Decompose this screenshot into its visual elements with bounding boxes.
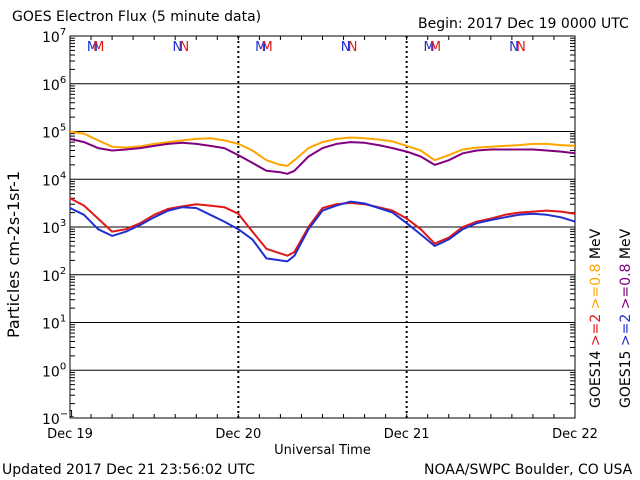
y-tick-label: 102 [42,266,66,285]
satellite-marker: M [255,40,266,55]
x-tick-label: Dec 22 [552,427,598,442]
y-tick-label: 104 [42,170,66,189]
y-tick-exponent: 7 [60,27,66,38]
footer-updated: Updated 2017 Dec 21 23:56:02 UTC [2,462,256,478]
footer-credit: NOAA/SWPC Boulder, CO USA [424,462,633,478]
y-tick-label: 103 [42,218,66,237]
satellite-marker: M [93,40,104,55]
series-line [69,197,576,257]
satellite-marker: N [516,40,526,55]
y-tick-exponent: 3 [60,218,66,229]
legend-entry: GOES15 [618,346,634,408]
y-tick-label: 10−1 [42,409,75,428]
legend-entry: >=0.8 [618,259,634,309]
series-line [69,137,576,175]
satellite-marker: N [509,40,519,55]
series-line [69,130,576,167]
begin-time: Begin: 2017 Dec 19 0000 UTC [418,16,629,32]
satellite-marker: N [348,40,358,55]
satellite-marker: M [261,40,272,55]
satellite-marker: N [341,40,351,55]
y-tick-exponent: 1 [60,314,66,325]
y-tick-exponent: 4 [60,170,66,181]
x-axis-label: Universal Time [274,443,371,458]
x-tick-label: Dec 20 [215,427,261,442]
legend-entry: >=2 [618,309,634,346]
legend-goes14: GOES14 >=2 >=0.8 MeV [588,228,604,408]
y-tick-label: 106 [42,75,66,94]
chart-title: GOES Electron Flux (5 minute data) [12,9,262,25]
y-tick-exponent: 5 [60,123,66,134]
series-line [69,200,576,263]
legend-entry: MeV [618,228,634,259]
y-tick-label: 107 [42,27,66,46]
satellite-marker: M [87,40,98,55]
satellite-marker: M [430,40,441,55]
y-tick-exponent: −1 [60,409,75,420]
y-tick-label: 105 [42,123,66,142]
legend-goes15: GOES15 >=2 >=0.8 MeV [618,228,634,408]
legend-entry: >=2 [588,309,604,346]
y-axis-label: Particles cm-2s-1sr-1 [4,170,23,338]
satellite-marker: N [179,40,189,55]
y-tick-exponent: 0 [60,361,66,372]
y-tick-exponent: 6 [60,75,66,86]
x-tick-label: Dec 19 [47,427,93,442]
y-tick-label: 101 [42,314,66,333]
y-tick-label: 100 [42,361,66,380]
legend-entry: MeV [588,228,604,259]
legend-entry: >=0.8 [588,259,604,309]
legend-entry: GOES14 [588,346,604,408]
x-tick-label: Dec 21 [384,427,430,442]
y-tick-exponent: 2 [60,266,66,277]
satellite-marker: N [172,40,182,55]
satellite-marker: M [424,40,435,55]
